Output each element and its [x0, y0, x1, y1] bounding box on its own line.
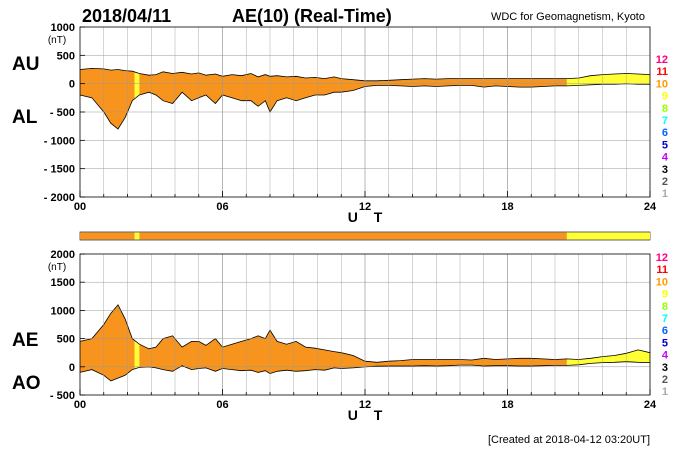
- chart-panels: 1000 500 0 - 500 - 1000 - 1500 - 2000 (nT) AU AL 0…: [12, 22, 657, 423]
- key-label: 5: [662, 139, 668, 151]
- y-tick-label: - 1500: [44, 164, 75, 176]
- created-timestamp: [Created at 2018-04-12 03:20UT]: [488, 434, 650, 446]
- x-tick-label: 18: [501, 201, 513, 213]
- series-label-upper: AU: [12, 54, 39, 75]
- station-bar-segment: [134, 232, 140, 240]
- station-bar-segment: [139, 232, 567, 240]
- chart-title: AE(10) (Real-Time): [232, 6, 392, 26]
- key-label: 3: [662, 362, 668, 374]
- key-label: 6: [662, 127, 668, 139]
- key-label: 8: [662, 301, 668, 313]
- key-label: 10: [656, 276, 668, 288]
- y-tick-label: 0: [69, 79, 75, 91]
- key-label: 5: [662, 337, 668, 349]
- date-label: 2018/04/11: [82, 6, 171, 26]
- key-label: 10: [656, 78, 668, 90]
- y-tick-label: - 2000: [44, 192, 75, 204]
- key-label: 6: [662, 325, 668, 337]
- x-tick-label: 12: [359, 399, 371, 411]
- key-label: 9: [662, 289, 668, 301]
- key-label: 2: [662, 176, 668, 188]
- x-tick-label: 06: [216, 399, 228, 411]
- key-label: 11: [656, 66, 668, 78]
- series-label-upper: AE: [12, 330, 38, 351]
- y-tick-label: - 500: [50, 390, 75, 402]
- y-tick-label: 2000: [51, 249, 75, 261]
- station-bar-segment: [80, 232, 135, 240]
- area-segment: [139, 304, 567, 381]
- y-tick-label: - 500: [50, 107, 75, 119]
- x-axis-label: U T: [348, 407, 389, 423]
- source-label: WDC for Geomagnetism, Kyoto: [491, 11, 645, 23]
- lower-envelope-line: [79, 83, 650, 130]
- series-label-lower: AL: [12, 107, 38, 128]
- x-tick-label: 00: [74, 201, 86, 213]
- x-tick-label: 12: [359, 201, 371, 213]
- area-segment: [566, 304, 650, 381]
- key-label: 4: [662, 152, 669, 164]
- plot-frame: [79, 26, 651, 198]
- plot-frame: [79, 253, 651, 396]
- key-label: 11: [656, 264, 668, 276]
- y-tick-label: 1000: [51, 305, 75, 317]
- y-tick-label: 0: [69, 362, 75, 374]
- x-tick-label: 18: [501, 399, 513, 411]
- x-axis-label: U T: [348, 209, 389, 225]
- key-label: 4: [662, 350, 669, 362]
- y-tick-label: 1000: [51, 22, 75, 34]
- unit-label: (nT): [48, 35, 66, 46]
- panel-2: 2000 1500 1000 500 0 - 500 (nT) AE AO 00 06 12 18 24 U…: [12, 249, 657, 423]
- x-tick-label: 24: [644, 201, 657, 213]
- key-label: 7: [662, 313, 668, 325]
- station-count-bar: [80, 232, 650, 240]
- x-tick-label: 24: [644, 399, 657, 411]
- unit-label: (nT): [48, 262, 66, 273]
- key-label: 12: [656, 252, 668, 264]
- panel-1: 1000 500 0 - 500 - 1000 - 1500 - 2000 (nT) AU AL 0…: [12, 22, 657, 225]
- y-tick-label: - 1000: [44, 135, 75, 147]
- series-label-lower: AO: [12, 373, 41, 394]
- key-label: 1: [662, 386, 668, 398]
- upper-envelope-line: [79, 304, 651, 363]
- station-bar-segment: [566, 232, 650, 240]
- x-tick-label: 06: [216, 201, 228, 213]
- y-tick-label: 1500: [51, 277, 75, 289]
- key-label: 8: [662, 103, 668, 115]
- key-label: 12: [656, 54, 668, 66]
- area-segment: [134, 304, 140, 381]
- upper-envelope-line: [79, 67, 651, 82]
- x-tick-label: 00: [74, 399, 86, 411]
- y-tick-label: 500: [57, 50, 75, 62]
- y-tick-label: 500: [57, 334, 75, 346]
- key-label: 7: [662, 115, 668, 127]
- key-label: 2: [662, 374, 668, 386]
- lower-envelope-line: [79, 361, 651, 382]
- key-label: 1: [662, 188, 668, 200]
- key-label: 3: [662, 164, 668, 176]
- key-label: 9: [662, 91, 668, 103]
